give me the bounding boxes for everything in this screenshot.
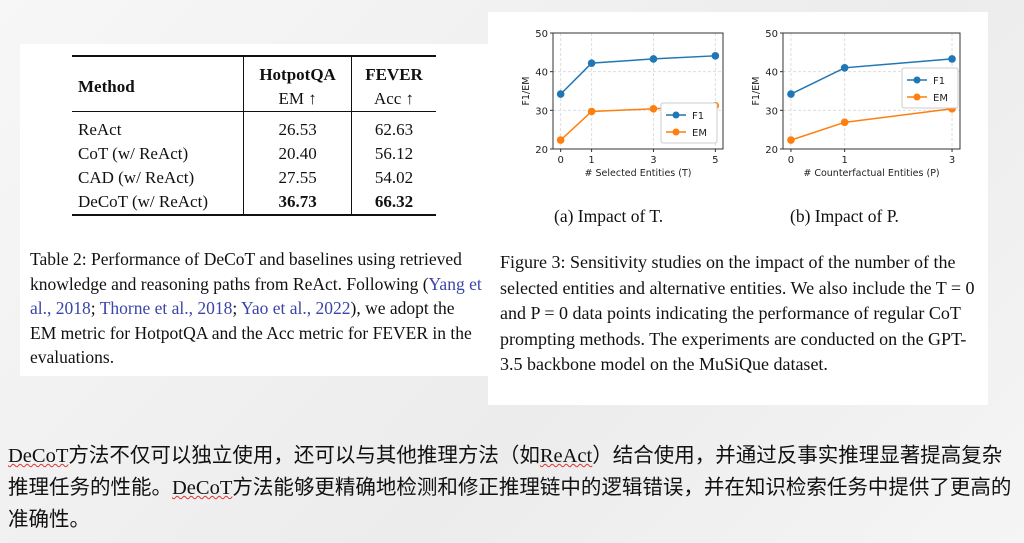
- table-row: CAD (w/ ReAct) 27.55 54.02: [72, 166, 436, 190]
- cell-em: 20.40: [243, 142, 352, 166]
- data-point-em: [787, 136, 795, 144]
- cell-acc: 54.02: [351, 166, 436, 190]
- results-table: Method HotpotQA FEVER EM ↑ Acc ↑ ReAct 26.…: [72, 55, 436, 216]
- legend-marker: [913, 76, 921, 84]
- figure-caption: Figure 3: Sensitivity studies on the imp…: [500, 252, 975, 374]
- x-axis-label: # Counterfactual Entities (P): [803, 168, 939, 179]
- cell-em: 27.55: [243, 166, 352, 190]
- y-tick-label: 50: [535, 29, 548, 40]
- subcaption-b: (b) Impact of P.: [790, 206, 899, 226]
- legend-marker: [672, 111, 680, 119]
- data-point-em: [587, 107, 596, 116]
- data-point-em: [649, 104, 658, 113]
- table-row: CoT (w/ ReAct) 20.40 56.12: [72, 142, 436, 166]
- cell-em: 36.73: [243, 190, 352, 215]
- data-point-f1: [840, 64, 849, 72]
- x-axis-label: # Selected Entities (T): [585, 168, 692, 179]
- cell-acc: 66.32: [351, 190, 436, 215]
- subcaption-a: (a) Impact of T.: [554, 206, 664, 226]
- x-tick-label: 0: [788, 155, 794, 166]
- x-tick-label: 0: [557, 155, 563, 166]
- series-line-em: [790, 108, 953, 141]
- legend: [901, 67, 959, 109]
- cell-acc: 62.63: [351, 111, 436, 142]
- x-tick-label: 1: [588, 155, 594, 166]
- x-tick-label: 3: [650, 155, 656, 166]
- x-tick-label: 5: [712, 155, 718, 166]
- cell-acc: 56.12: [351, 142, 436, 166]
- legend: [660, 102, 718, 144]
- data-point-em: [556, 136, 565, 144]
- table-caption: Table 2: Performance of DeCoT and baseli…: [30, 249, 482, 367]
- legend-label: EM: [933, 93, 948, 104]
- table-row: ReAct 26.53 62.63: [72, 111, 436, 142]
- summary-text: DeCoT方法不仅可以独立使用，还可以与其他推理方法（如ReAct）结合使用，并…: [8, 445, 1012, 531]
- figure-panel: 20 30 40 50 0 1 3 5 # Selected Entities (T) F1/EM…: [488, 12, 988, 405]
- plot-frame: [782, 32, 961, 150]
- legend-label: EM: [692, 128, 707, 139]
- citation-link[interactable]: Yao et al., 2022: [240, 298, 351, 318]
- series-line-f1: [560, 55, 716, 95]
- data-point-f1: [649, 55, 658, 63]
- y-tick-label: 20: [765, 145, 778, 156]
- legend-label: F1: [692, 111, 704, 122]
- y-tick-label: 30: [765, 106, 778, 117]
- y-tick-label: 40: [765, 68, 778, 79]
- header-hotpotqa: HotpotQA: [243, 56, 352, 87]
- x-tick-label: 1: [841, 155, 847, 166]
- data-point-f1: [711, 52, 720, 60]
- data-point-em: [840, 118, 849, 127]
- data-point-f1: [948, 55, 956, 63]
- y-tick-label: 20: [535, 145, 548, 156]
- legend-label: F1: [933, 76, 945, 87]
- header-fever: FEVER: [351, 56, 436, 87]
- data-point-f1: [787, 90, 795, 98]
- cell-method: CAD (w/ ReAct): [78, 168, 195, 187]
- y-axis-label: F1/EM: [521, 77, 532, 106]
- cell-method: DeCoT (w/ ReAct): [78, 192, 208, 211]
- header-method: Method: [78, 77, 135, 96]
- citation-link[interactable]: Thorne et al., 2018: [99, 298, 233, 318]
- y-tick-label: 40: [535, 68, 548, 79]
- plot-frame: [552, 32, 724, 150]
- header-em: EM ↑: [243, 87, 352, 112]
- legend-marker: [913, 93, 921, 101]
- y-tick-label: 50: [765, 29, 778, 40]
- x-tick-label: 3: [949, 155, 955, 166]
- table-panel: Method HotpotQA FEVER EM ↑ Acc ↑ ReAct 26.…: [20, 44, 488, 376]
- cell-method: CoT (w/ ReAct): [78, 144, 189, 163]
- citation-link[interactable]: Yang et al., 2018: [30, 273, 482, 319]
- data-point-f1: [556, 90, 565, 98]
- cell-method: ReAct: [78, 120, 122, 139]
- table-row: DeCoT (w/ ReAct) 36.73 66.32: [72, 190, 436, 215]
- cell-em: 26.53: [243, 111, 352, 142]
- data-point-f1: [587, 59, 596, 67]
- y-tick-label: 30: [535, 106, 548, 117]
- header-acc: Acc ↑: [351, 87, 436, 112]
- y-axis-label: F1/EM: [751, 77, 762, 106]
- legend-marker: [672, 128, 680, 136]
